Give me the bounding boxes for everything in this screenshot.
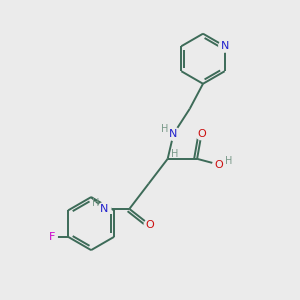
Text: O: O [146, 220, 154, 230]
Text: N: N [220, 41, 229, 51]
Text: H: H [92, 198, 100, 208]
Circle shape [213, 158, 226, 171]
Text: H: H [171, 148, 179, 158]
Circle shape [144, 219, 156, 231]
Text: H: H [161, 124, 168, 134]
Text: N: N [100, 204, 109, 214]
Circle shape [219, 40, 231, 52]
Text: O: O [215, 160, 224, 170]
Text: O: O [197, 129, 206, 139]
Text: N: N [169, 129, 178, 139]
Text: F: F [49, 232, 55, 242]
Circle shape [167, 127, 180, 140]
Text: H: H [225, 156, 232, 166]
Circle shape [98, 202, 111, 215]
Circle shape [47, 232, 57, 242]
Circle shape [196, 128, 207, 140]
